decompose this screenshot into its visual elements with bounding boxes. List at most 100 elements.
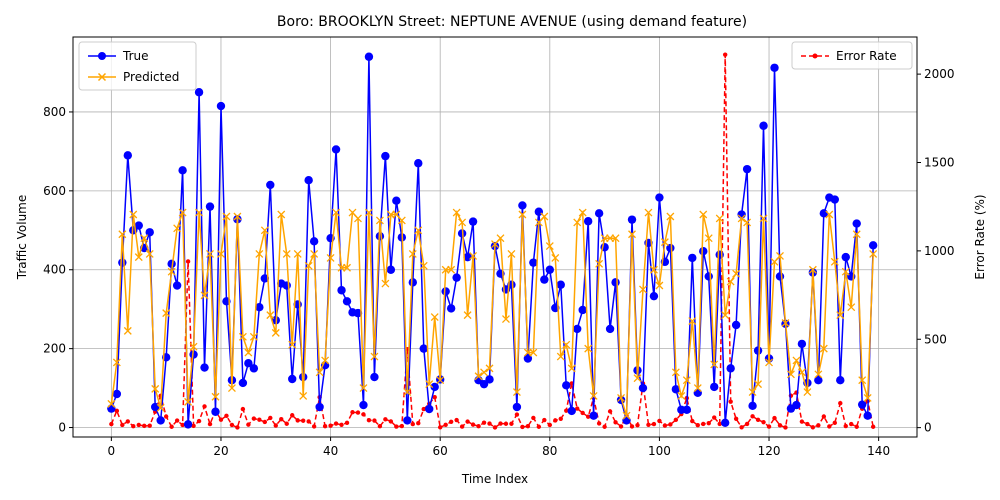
x-tick-label: 120 bbox=[758, 444, 781, 458]
true-point bbox=[529, 258, 538, 267]
true-point bbox=[331, 145, 341, 154]
true-point bbox=[403, 416, 412, 425]
predicted-point bbox=[578, 208, 587, 217]
true-point bbox=[868, 241, 878, 250]
predicted-point bbox=[425, 380, 434, 389]
error-rate-point bbox=[816, 423, 821, 428]
error-rate-point bbox=[361, 412, 366, 417]
y-tick-label-left: 600 bbox=[43, 184, 66, 198]
true-point bbox=[545, 265, 555, 274]
error-rate-point bbox=[514, 412, 520, 417]
true-point bbox=[540, 275, 549, 284]
legend-right: Error Rate bbox=[791, 41, 913, 70]
true-point bbox=[655, 193, 664, 202]
predicted-point bbox=[222, 212, 231, 221]
error-rate-point bbox=[207, 421, 213, 427]
true-point bbox=[244, 359, 253, 368]
predicted-point bbox=[776, 251, 784, 260]
y-tick-label-left: 400 bbox=[43, 263, 66, 277]
predicted-point bbox=[238, 332, 247, 341]
predicted-point bbox=[447, 265, 456, 274]
predicted-point bbox=[112, 358, 121, 367]
true-point bbox=[172, 281, 182, 290]
predicted-point bbox=[167, 267, 176, 276]
predicted-point bbox=[649, 265, 658, 274]
predicted-point bbox=[200, 291, 209, 300]
predicted-point bbox=[584, 344, 593, 353]
predicted-point bbox=[304, 261, 313, 270]
predicted-point bbox=[123, 326, 132, 335]
error-rate-point bbox=[454, 417, 459, 423]
error-rate-point bbox=[536, 424, 542, 429]
true-point bbox=[156, 416, 165, 425]
predicted-point bbox=[326, 253, 335, 262]
true-point bbox=[567, 406, 576, 416]
error-rate-point bbox=[448, 419, 454, 424]
predicted-point bbox=[134, 253, 143, 262]
error-rate-point bbox=[109, 421, 114, 427]
error-rate-point bbox=[443, 422, 448, 428]
true-point bbox=[814, 375, 823, 385]
predicted-point bbox=[617, 393, 626, 402]
true-point bbox=[309, 237, 319, 246]
predicted-point bbox=[808, 265, 817, 274]
error-rate-point bbox=[520, 424, 525, 430]
y-tick-label-left: 800 bbox=[43, 105, 66, 119]
error-rate-point bbox=[372, 418, 377, 423]
true-point bbox=[792, 400, 801, 410]
error-rate-point bbox=[350, 410, 355, 415]
predicted-point bbox=[266, 311, 275, 320]
error-rate-point bbox=[821, 414, 827, 419]
true-point bbox=[863, 411, 872, 420]
true-point bbox=[123, 151, 133, 160]
error-rate-point bbox=[311, 424, 317, 429]
true-point bbox=[797, 339, 807, 349]
predicted-point bbox=[699, 210, 708, 219]
predicted-point bbox=[397, 216, 406, 225]
predicted-point bbox=[315, 368, 324, 377]
true-point bbox=[611, 278, 620, 287]
error-rate-point bbox=[629, 424, 635, 429]
true-point bbox=[704, 272, 713, 281]
error-rate-point bbox=[163, 414, 169, 419]
predicted-point bbox=[255, 250, 264, 258]
legend-left: True Predicted bbox=[78, 41, 197, 91]
x-tick-label: 80 bbox=[542, 444, 557, 458]
error-rate-point bbox=[810, 425, 816, 430]
true-point bbox=[452, 273, 461, 282]
x-axis-title: Time Index bbox=[461, 472, 528, 486]
error-rate-point bbox=[618, 424, 624, 429]
predicted-point bbox=[759, 214, 768, 223]
true-point bbox=[573, 324, 582, 334]
true-point bbox=[583, 217, 593, 226]
error-rate-point bbox=[328, 423, 333, 428]
predicted-point bbox=[797, 368, 806, 377]
true-point bbox=[353, 308, 363, 318]
predicted-point bbox=[710, 360, 719, 369]
error-rate-point bbox=[827, 424, 832, 429]
true-point bbox=[666, 243, 675, 253]
predicted-point bbox=[452, 208, 461, 217]
true-point bbox=[693, 388, 702, 398]
true-point bbox=[118, 258, 127, 267]
error-rate-point bbox=[284, 421, 289, 426]
error-rate-point bbox=[547, 422, 553, 428]
error-rate-point bbox=[607, 409, 613, 414]
error-rate-point bbox=[498, 421, 503, 426]
error-rate-point bbox=[224, 413, 229, 418]
predicted-point bbox=[512, 388, 521, 396]
predicted-point bbox=[277, 210, 286, 219]
error-rate-point bbox=[531, 415, 536, 421]
error-rate-point bbox=[580, 410, 585, 416]
predicted-point bbox=[754, 380, 763, 389]
error-rate-point bbox=[174, 418, 180, 423]
error-rate-point bbox=[257, 417, 262, 422]
error-rate-point bbox=[854, 424, 859, 429]
true-point bbox=[556, 280, 565, 289]
error-rate-point bbox=[377, 424, 383, 429]
true-point bbox=[682, 405, 692, 414]
predicted-point bbox=[299, 392, 308, 400]
error-rate-point bbox=[722, 52, 728, 57]
true-point bbox=[775, 272, 785, 281]
true-point bbox=[205, 202, 215, 211]
